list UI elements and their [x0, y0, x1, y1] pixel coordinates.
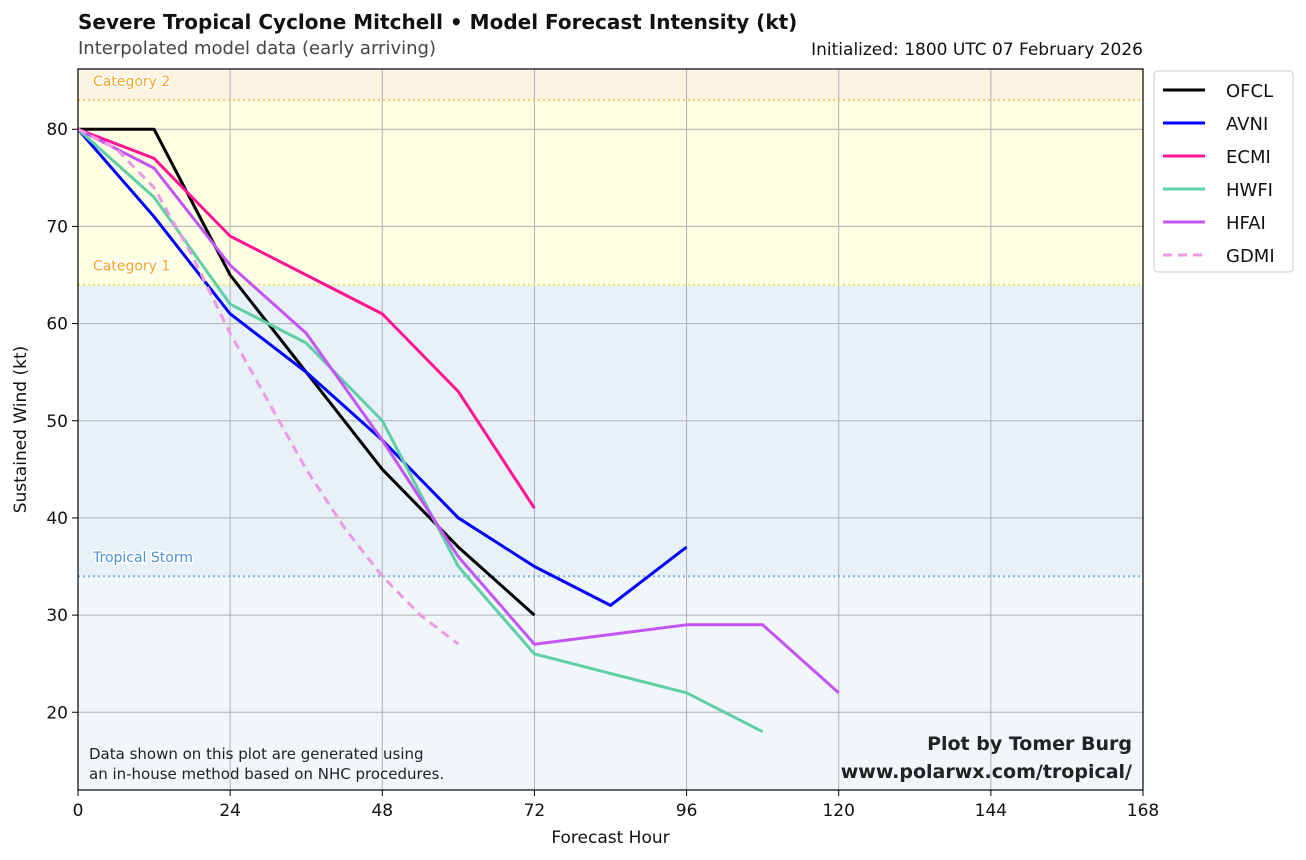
- legend-label-avni: AVNI: [1226, 114, 1268, 135]
- x-tick-label: 24: [219, 801, 241, 821]
- series-line-ecmi: [78, 127, 536, 510]
- legend-label-ecmi: ECMI: [1226, 147, 1271, 168]
- legend-label-hwfi: HWFI: [1226, 180, 1273, 201]
- y-tick-label: 40: [46, 509, 68, 529]
- credit-text: www.polarwx.com/tropical/: [841, 761, 1132, 783]
- y-tick-label: 30: [46, 606, 68, 626]
- band-label: Category 1: [93, 259, 170, 275]
- series-line-hwfi: [78, 128, 764, 734]
- band-below-ts: [78, 576, 1143, 790]
- series-line-hfai: [78, 127, 840, 694]
- legend-label-hfai: HFAI: [1226, 213, 1266, 234]
- band-category-1: [78, 100, 1143, 285]
- x-tick-label: 48: [371, 801, 393, 821]
- legend-label-ofcl: OFCL: [1226, 81, 1273, 102]
- y-tick-label: 50: [46, 412, 68, 432]
- y-tick-label: 60: [46, 315, 68, 335]
- band-label: Category 2: [93, 74, 170, 90]
- disclaimer-text: Data shown on this plot are generated us…: [89, 745, 424, 763]
- x-tick-label: 168: [1127, 801, 1159, 821]
- x-tick-label: 96: [676, 801, 698, 821]
- plot-frame: [77, 68, 1144, 791]
- x-axis-label: Forecast Hour: [551, 828, 669, 848]
- y-axis-label: Sustained Wind (kt): [11, 346, 31, 514]
- x-tick-label: 144: [975, 801, 1007, 821]
- y-tick-label: 20: [46, 703, 68, 723]
- chart-title: Severe Tropical Cyclone Mitchell • Model…: [78, 10, 798, 34]
- credit-text: Plot by Tomer Burg: [927, 733, 1132, 755]
- band-label: Tropical Storm: [92, 550, 193, 566]
- x-tick-label: 72: [524, 801, 546, 821]
- legend-label-gdmi: GDMI: [1226, 246, 1275, 267]
- y-tick-label: 70: [46, 217, 68, 237]
- y-tick-label: 80: [46, 120, 68, 140]
- initialized-time: Initialized: 1800 UTC 07 February 2026: [811, 40, 1143, 60]
- x-tick-label: 0: [73, 801, 84, 821]
- chart-subtitle: Interpolated model data (early arriving): [78, 38, 436, 59]
- series-line-gdmi: [78, 127, 460, 646]
- band-tropical-storm: [78, 284, 1143, 577]
- x-tick-label: 120: [822, 801, 854, 821]
- band-category-2: [78, 69, 1143, 101]
- disclaimer-text: an in-house method based on NHC procedur…: [89, 765, 444, 783]
